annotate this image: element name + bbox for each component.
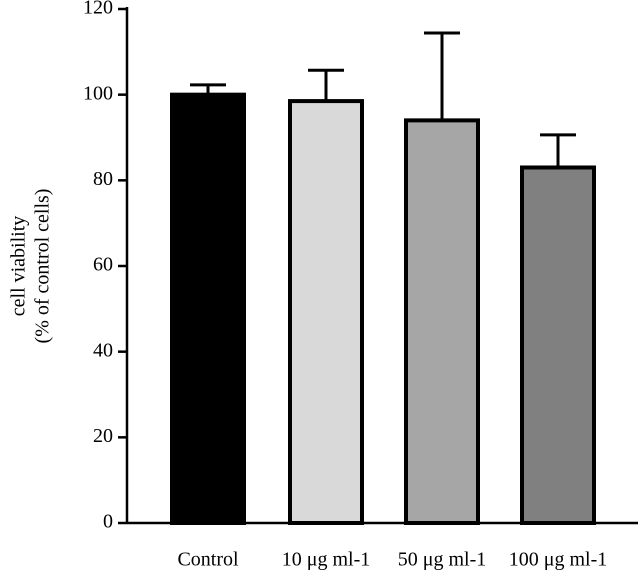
bar (170, 92, 246, 526)
x-tick-label: 100 μg ml-1 (509, 549, 608, 571)
y-tick-label: 40 (93, 339, 113, 361)
y-tick-label: 80 (93, 168, 113, 190)
y-axis-label: cell viability (8, 216, 30, 317)
y-tick-label: 60 (93, 254, 113, 276)
y-tick-label: 120 (83, 0, 113, 19)
bar (288, 99, 364, 525)
x-tick-label: 50 μg ml-1 (398, 549, 487, 571)
y-tick-label: 20 (93, 425, 113, 447)
bar (404, 118, 480, 525)
x-tick-label: 10 μg ml-1 (282, 549, 371, 571)
y-tick-label: 0 (103, 511, 113, 533)
bar (520, 165, 596, 525)
y-tick-label: 100 (83, 82, 113, 104)
x-tick-label: Control (177, 549, 239, 571)
y-axis-label: (% of control cells) (32, 189, 54, 344)
